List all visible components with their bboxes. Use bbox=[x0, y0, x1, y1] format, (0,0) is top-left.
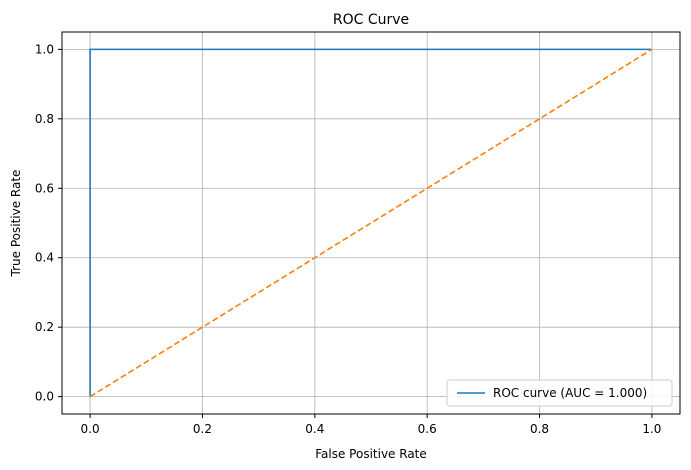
x-tick-label: 0.8 bbox=[530, 422, 549, 436]
y-tick-label: 0.4 bbox=[35, 251, 54, 265]
y-tick-label: 0.8 bbox=[35, 112, 54, 126]
x-tick-label: 0.4 bbox=[305, 422, 324, 436]
series-lines bbox=[89, 48, 653, 398]
y-tick-label: 0.6 bbox=[35, 181, 54, 195]
diagonal-reference-line bbox=[89, 48, 653, 398]
legend: ROC curve (AUC = 1.000) bbox=[446, 379, 673, 407]
axis-ticks: 0.0 0.2 0.4 0.6 0.8 1.0 0.0 0.2 0.4 0.6 0.8 1.0 bbox=[35, 42, 662, 436]
roc-curve-line bbox=[89, 48, 652, 397]
x-tick-label: 1.0 bbox=[642, 422, 661, 436]
y-tick-label: 1.0 bbox=[35, 42, 54, 56]
chart-title: ROC Curve bbox=[333, 12, 409, 28]
y-tick-label: 0.0 bbox=[35, 390, 54, 404]
y-axis-label: True Positive Rate bbox=[9, 170, 23, 278]
x-axis-label: False Positive Rate bbox=[315, 447, 427, 461]
plot-frame bbox=[61, 31, 681, 415]
x-tick-label: 0.0 bbox=[81, 422, 100, 436]
legend-box bbox=[446, 379, 673, 407]
x-tick-label: 0.2 bbox=[193, 422, 212, 436]
legend-label: ROC curve (AUC = 1.000) bbox=[493, 386, 647, 400]
y-tick-label: 0.2 bbox=[35, 320, 54, 334]
x-tick-label: 0.6 bbox=[418, 422, 437, 436]
